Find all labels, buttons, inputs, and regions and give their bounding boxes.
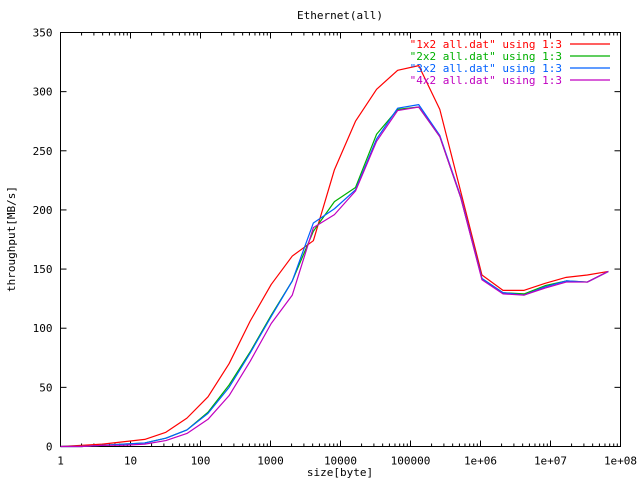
x-tick-label: 100000 xyxy=(391,455,431,468)
y-tick-label: 250 xyxy=(33,145,53,158)
x-tick-label: 1e+08 xyxy=(604,455,637,468)
x-axis-label: size[byte] xyxy=(307,466,373,479)
x-tick-label: 1e+06 xyxy=(464,455,497,468)
y-tick-label: 100 xyxy=(33,322,53,335)
x-tick-label: 10000 xyxy=(324,455,357,468)
legend-label-1: "1x2 all.dat" using 1:3 xyxy=(410,38,562,51)
legend-label-3: "3x2 all.dat" using 1:3 xyxy=(410,62,562,75)
series-lines xyxy=(60,65,609,448)
plot-frame xyxy=(60,32,621,447)
legend-label-4: "4x2 all.dat" using 1:3 xyxy=(410,74,562,87)
legend: "1x2 all.dat" using 1:3"2x2 all.dat" usi… xyxy=(410,38,610,87)
y-tick-label: 150 xyxy=(33,263,53,276)
x-tick-label: 100 xyxy=(191,455,211,468)
y-tick-label: 350 xyxy=(33,27,53,40)
x-tick-label: 1000 xyxy=(257,455,284,468)
x-tick-label: 1e+07 xyxy=(534,455,567,468)
x-tick-label: 1 xyxy=(57,455,64,468)
y-tick-label: 0 xyxy=(46,441,53,454)
y-tick-label: 50 xyxy=(39,381,52,394)
y-tick-label: 200 xyxy=(33,204,53,217)
series-line-4 xyxy=(60,106,609,448)
series-line-2 xyxy=(60,106,609,448)
x-tick-label: 10 xyxy=(124,455,137,468)
x-axis-ticks: 1 10 100 1000 10000 100000 1e+06 1e+07 1e+08 xyxy=(57,32,637,468)
y-tick-label: 300 xyxy=(33,86,53,99)
chart-title: Ethernet(all) xyxy=(297,9,383,22)
y-axis-ticks: 0 50 100 150 200 250 300 350 xyxy=(33,27,621,454)
y-axis-label: throughput[MB/s] xyxy=(5,186,18,292)
series-line-3 xyxy=(60,104,609,448)
legend-label-2: "2x2 all.dat" using 1:3 xyxy=(410,50,562,63)
series-line-1 xyxy=(60,65,609,448)
